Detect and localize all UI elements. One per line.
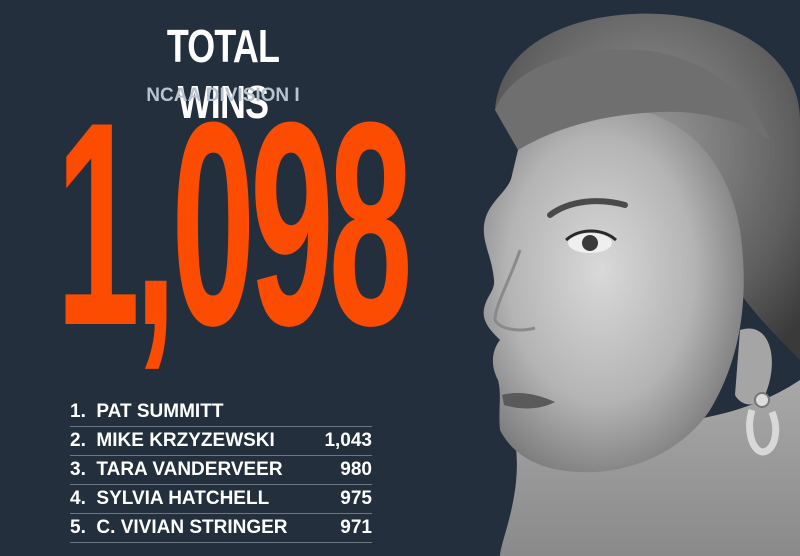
coach-name: MIKE KRZYZEWSKI (96, 430, 275, 451)
coach-name: PAT SUMMITT (96, 401, 224, 422)
rank: 1. (70, 401, 86, 422)
list-item: 1. PAT SUMMITT (70, 398, 372, 427)
list-item: 4. SYLVIA HATCHELL 975 (70, 485, 372, 514)
rank: 4. (70, 488, 86, 509)
rank: 2. (70, 430, 86, 451)
page-subtitle: NCAA DIVISION I (146, 85, 300, 106)
rank: 3. (70, 459, 86, 480)
list-item: 2. MIKE KRZYZEWSKI 1,043 (70, 427, 372, 456)
wins-value: 971 (340, 517, 372, 538)
coach-name: SYLVIA HATCHELL (96, 488, 270, 509)
coach-name: C. VIVIAN STRINGER (96, 517, 288, 538)
wins-value: 980 (340, 459, 372, 480)
page-title: TOTAL WINS (166, 20, 280, 128)
wins-value: 1,043 (324, 430, 372, 451)
coach-portrait-photo (440, 0, 800, 556)
wins-value: 975 (340, 488, 372, 509)
coach-name: TARA VANDERVEER (96, 459, 283, 480)
list-item: 3. TARA VANDERVEER 980 (70, 456, 372, 485)
leaders-list: 1. PAT SUMMITT 2. MIKE KRZYZEWSKI 1,043 … (70, 398, 372, 543)
rank: 5. (70, 517, 86, 538)
total-wins-number: 1,098 (56, 62, 413, 386)
list-item: 5. C. VIVIAN STRINGER 971 (70, 514, 372, 543)
